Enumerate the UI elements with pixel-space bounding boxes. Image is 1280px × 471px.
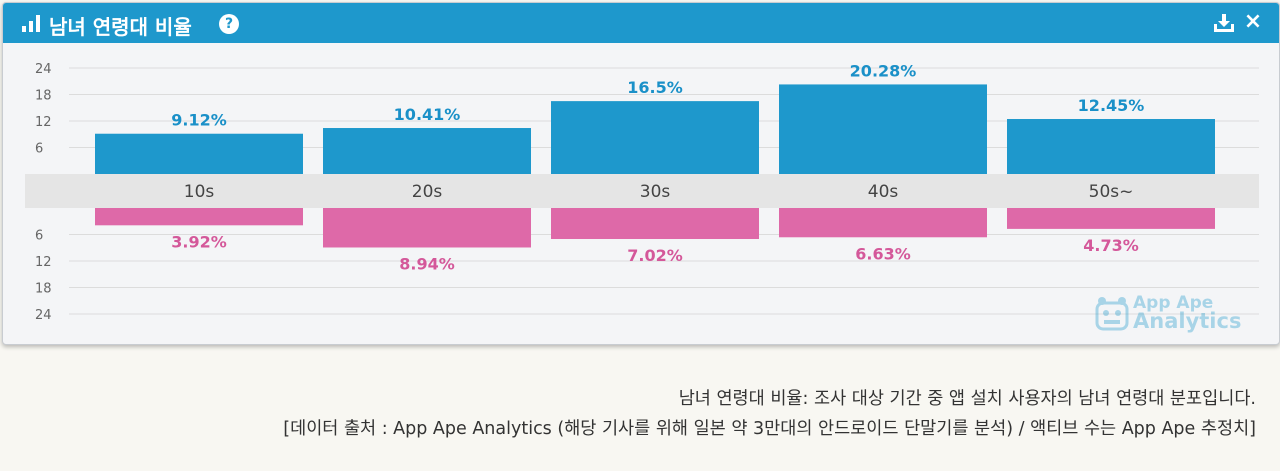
watermark-line2: Analytics — [1133, 309, 1242, 333]
chart-caption: 남녀 연령대 비율: 조사 대상 기간 중 앱 설치 사용자의 남녀 연령대 분… — [283, 384, 1256, 444]
bar-male-30s — [551, 101, 759, 174]
close-icon[interactable]: × — [1243, 9, 1263, 34]
y-tick-lower: 12 — [35, 255, 52, 270]
category-label-50s~: 50s~ — [1089, 182, 1134, 202]
watermark-line1: App Ape — [1133, 293, 1214, 313]
y-tick-upper: 12 — [35, 115, 52, 130]
label-male-40s: 20.28% — [850, 61, 917, 80]
widget-header: 남녀 연령대 비율 ? × — [3, 3, 1279, 43]
help-icon[interactable]: ? — [219, 14, 239, 34]
label-male-10s: 9.12% — [171, 111, 227, 130]
bar-female-40s — [779, 208, 987, 238]
bar-male-40s — [779, 84, 987, 174]
chart-widget: 남녀 연령대 비율 ? × 24 18 12 6 6 12 18 24 9.12% 10s 3.92… — [2, 2, 1280, 345]
category-label-30s: 30s — [640, 182, 671, 202]
bar-male-20s — [323, 128, 531, 174]
bar-female-20s — [323, 208, 531, 248]
category-label-20s: 20s — [412, 182, 443, 202]
label-male-20s: 10.41% — [394, 105, 461, 124]
app-ape-logo-icon — [1095, 297, 1129, 331]
label-male-30s: 16.5% — [627, 78, 683, 97]
app-ape-watermark: App Ape Analytics — [1095, 293, 1255, 335]
caption-line-2: [데이터 출처 : App Ape Analytics (해당 기사를 위해 일… — [283, 419, 1256, 439]
y-tick-lower: 6 — [35, 229, 43, 244]
bar-male-50s~ — [1007, 119, 1215, 174]
y-tick-upper: 18 — [35, 89, 52, 104]
label-female-50s~: 4.73% — [1083, 236, 1139, 255]
bar-female-10s — [95, 208, 303, 226]
label-female-20s: 8.94% — [399, 254, 455, 273]
category-label-40s: 40s — [868, 182, 899, 202]
age-gender-chart: 24 18 12 6 6 12 18 24 9.12% 10s 3.92% 10.41% 20s 8.94… — [25, 61, 1259, 323]
category-label-10s: 10s — [184, 182, 215, 202]
label-female-40s: 6.63% — [855, 244, 911, 263]
caption-line-1: 남녀 연령대 비율: 조사 대상 기간 중 앱 설치 사용자의 남녀 연령대 분… — [678, 389, 1256, 409]
y-tick-lower: 24 — [35, 308, 52, 323]
bar-female-50s~ — [1007, 208, 1215, 229]
chart-area: 24 18 12 6 6 12 18 24 9.12% 10s 3.92% 10.41% 20s 8.94… — [3, 43, 1279, 344]
y-tick-upper: 24 — [35, 62, 52, 77]
y-tick-upper: 6 — [35, 142, 43, 157]
bar-chart-icon — [22, 15, 40, 32]
label-male-50s~: 12.45% — [1078, 96, 1145, 115]
label-female-10s: 3.92% — [171, 232, 227, 251]
bar-female-30s — [551, 208, 759, 240]
label-female-30s: 7.02% — [627, 246, 683, 265]
download-icon[interactable] — [1213, 13, 1235, 33]
category-band — [25, 174, 1259, 208]
bar-male-10s — [95, 133, 303, 174]
widget-title: 남녀 연령대 비율 — [49, 15, 192, 39]
y-tick-lower: 18 — [35, 282, 52, 297]
